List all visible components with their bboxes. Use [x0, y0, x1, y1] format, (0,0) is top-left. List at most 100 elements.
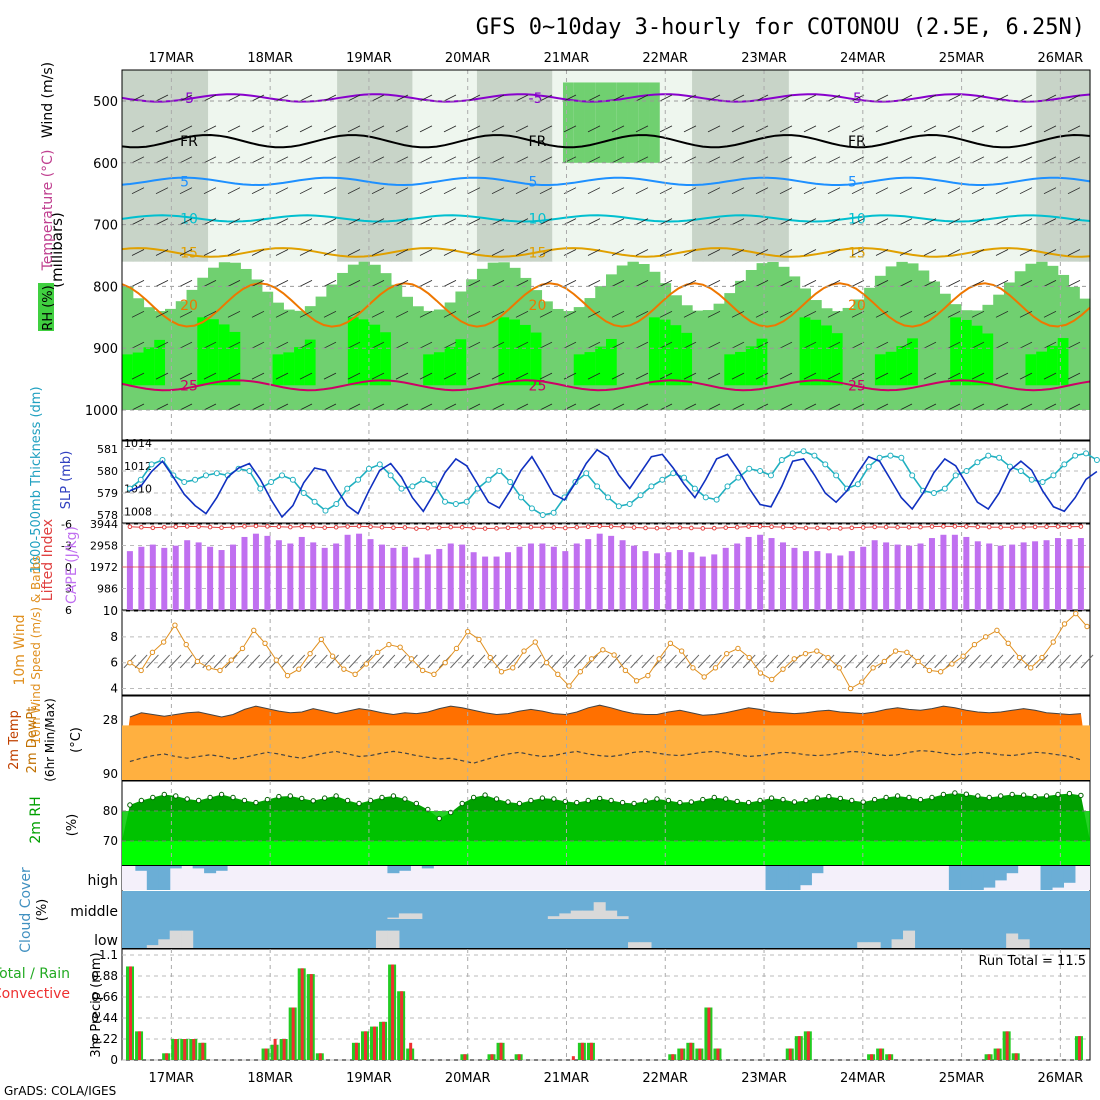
wind-barb — [923, 403, 937, 411]
thickness-point — [192, 476, 199, 483]
wind10-point — [498, 669, 505, 675]
wind10-barb — [551, 654, 565, 669]
wind10-barb — [1046, 654, 1060, 669]
wind10-point — [588, 656, 595, 662]
wind-barb — [203, 94, 217, 102]
wind-barb — [539, 310, 553, 318]
wind-barb — [827, 94, 841, 102]
wind-barb — [611, 341, 625, 349]
wind10-point — [149, 649, 156, 656]
wind-barb — [851, 125, 865, 133]
cloud-clear-bar — [639, 942, 652, 948]
wind-barb — [275, 280, 289, 287]
rh-cell — [595, 82, 607, 163]
wind10-barb — [483, 654, 497, 669]
rh-cell — [917, 70, 930, 262]
rh-cell — [423, 70, 435, 262]
thickness-point — [355, 476, 362, 483]
wind-barb — [731, 403, 745, 411]
li-point — [964, 524, 969, 529]
wind-barb — [827, 218, 841, 225]
rh-cell — [165, 308, 177, 410]
cape-bar — [871, 540, 878, 610]
cape-bar — [298, 536, 305, 610]
wind10-barb — [968, 654, 981, 669]
precip-ytick: 0.66 — [91, 990, 118, 1004]
rh2-point — [986, 794, 992, 801]
wind-barb — [635, 372, 649, 380]
rh-cell — [735, 70, 747, 262]
cloud-clear-bar — [891, 939, 904, 948]
rh2-point — [287, 793, 294, 799]
rh-cell — [745, 269, 758, 410]
wind-barb — [179, 187, 193, 195]
li-ytick: 0 — [65, 561, 72, 574]
thickness-point — [485, 476, 492, 483]
wind-barb — [827, 249, 841, 256]
wind-barb — [899, 187, 913, 195]
wind-barb — [131, 341, 145, 349]
rh-cell — [519, 324, 532, 386]
cloud-clear-bar — [616, 916, 629, 919]
wind-barb — [971, 249, 985, 256]
wind-barb — [323, 310, 337, 318]
cape-bar — [802, 551, 809, 610]
wind-barb — [923, 280, 937, 287]
slp-ytick: 1010 — [124, 483, 152, 496]
rh-cell — [1046, 345, 1059, 386]
li-point — [1067, 524, 1072, 530]
rh-cell — [831, 333, 844, 386]
thk-axis-label: 1000-500mb Thickness (dm) — [29, 386, 44, 573]
wind-barb — [803, 341, 817, 349]
cape-bar — [390, 547, 397, 610]
wind-barb — [323, 403, 337, 411]
rh-cell — [573, 82, 586, 163]
li-point — [929, 524, 935, 529]
wind-barb — [491, 94, 505, 102]
credit-label: GrADS: COLA/IGES — [4, 1084, 116, 1098]
wind-barb — [539, 218, 553, 225]
rh-cell — [412, 306, 424, 410]
rh2-ytick: 80 — [103, 804, 118, 818]
cape-bar — [1077, 538, 1084, 610]
precip-conv-bar — [680, 1048, 684, 1060]
cape-bar — [653, 553, 660, 610]
wind-barb — [635, 187, 649, 195]
rh-cell — [950, 70, 962, 262]
thickness-point — [604, 494, 611, 501]
rh-cell — [745, 346, 758, 386]
wind10-point — [284, 672, 291, 679]
cape-bar — [676, 550, 683, 610]
wind-barb — [203, 156, 217, 164]
rh2-point — [459, 800, 465, 807]
rh-cell — [713, 303, 725, 410]
cloud-clear-bar — [375, 930, 388, 948]
wind10-barb — [371, 654, 384, 669]
precip-conv-bar — [499, 1042, 503, 1060]
wind-barb — [659, 249, 673, 256]
wind-barb — [995, 156, 1009, 164]
wind-barb — [851, 249, 865, 256]
wind-barb — [515, 249, 529, 256]
wind-barb — [899, 280, 913, 287]
panels: 17MAR 17MAR 18MAR 18MAR 19MAR 19MAR 20MAR 20MAR… — [0, 51, 1100, 1086]
wind-barb — [707, 249, 721, 256]
wind-barb — [395, 156, 409, 164]
rh2-point — [1043, 793, 1050, 799]
wind-barb — [419, 218, 433, 225]
thickness-point — [181, 479, 188, 485]
wind-barb — [155, 218, 169, 225]
wind-barb — [659, 125, 673, 133]
cape-bar — [780, 542, 787, 610]
cape-bar — [333, 543, 340, 610]
thickness-point — [887, 452, 894, 459]
li-point — [654, 525, 660, 531]
wind10-point — [1028, 665, 1034, 671]
wind10-barb — [427, 654, 441, 669]
thickness-point — [746, 465, 753, 472]
wind-barb — [803, 403, 817, 411]
thickness-point — [681, 474, 688, 481]
rh-cell — [649, 70, 661, 262]
wind10-barb — [1024, 654, 1038, 669]
wind10-ytick: 10 — [103, 604, 118, 618]
